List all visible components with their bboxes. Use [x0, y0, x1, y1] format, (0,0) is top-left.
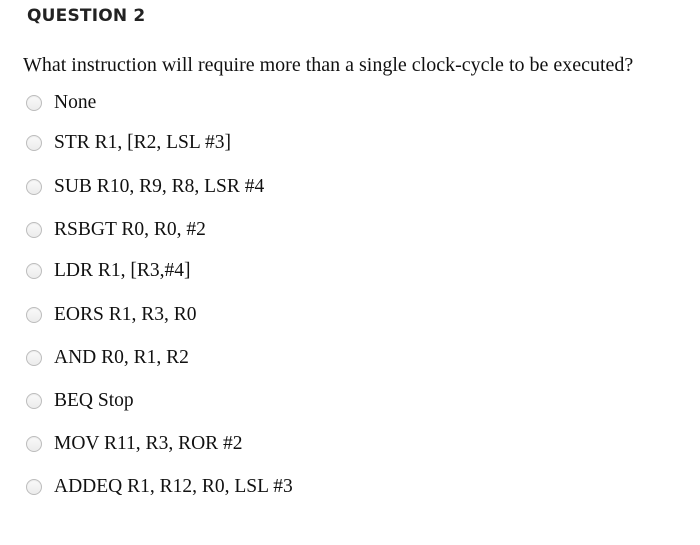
- option-label: MOV R11, R3, ROR #2: [54, 433, 243, 454]
- answer-option[interactable]: SUB R10, R9, R8, LSR #4: [26, 174, 264, 200]
- radio-button-icon[interactable]: [26, 263, 42, 279]
- radio-button-icon[interactable]: [26, 222, 42, 238]
- option-label: EORS R1, R3, R0: [54, 304, 197, 325]
- answer-option[interactable]: STR R1, [R2, LSL #3]: [26, 130, 231, 156]
- radio-button-icon[interactable]: [26, 135, 42, 151]
- answer-option[interactable]: MOV R11, R3, ROR #2: [26, 431, 243, 457]
- option-label: ADDEQ R1, R12, R0, LSL #3: [54, 476, 293, 497]
- question-text: What instruction will require more than …: [23, 54, 634, 76]
- answer-option[interactable]: EORS R1, R3, R0: [26, 302, 197, 328]
- radio-button-icon[interactable]: [26, 393, 42, 409]
- radio-button-icon[interactable]: [26, 436, 42, 452]
- option-label: AND R0, R1, R2: [54, 347, 189, 368]
- radio-button-icon[interactable]: [26, 479, 42, 495]
- question-title: QUESTION 2: [27, 6, 146, 26]
- option-label: LDR R1, [R3,#4]: [54, 260, 191, 281]
- answer-option[interactable]: BEQ Stop: [26, 388, 134, 414]
- option-label: BEQ Stop: [54, 390, 134, 411]
- answer-option[interactable]: ADDEQ R1, R12, R0, LSL #3: [26, 474, 293, 500]
- answer-option[interactable]: LDR R1, [R3,#4]: [26, 258, 191, 284]
- answer-option[interactable]: AND R0, R1, R2: [26, 345, 189, 371]
- radio-button-icon[interactable]: [26, 95, 42, 111]
- option-label: STR R1, [R2, LSL #3]: [54, 132, 231, 153]
- radio-button-icon[interactable]: [26, 350, 42, 366]
- answer-option[interactable]: RSBGT R0, R0, #2: [26, 217, 206, 243]
- answer-option[interactable]: None: [26, 90, 96, 116]
- option-label: None: [54, 92, 97, 113]
- radio-button-icon[interactable]: [26, 307, 42, 323]
- option-label: RSBGT R0, R0, #2: [54, 219, 206, 240]
- radio-button-icon[interactable]: [26, 179, 42, 195]
- option-label: SUB R10, R9, R8, LSR #4: [54, 176, 265, 197]
